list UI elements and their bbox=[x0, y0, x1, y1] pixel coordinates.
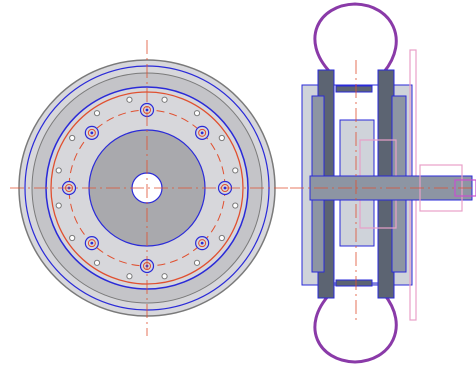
upper-tire-profile bbox=[313, 2, 398, 74]
inner-bolt-center bbox=[200, 131, 204, 135]
outer-bolt-hole bbox=[193, 259, 201, 266]
outer-bolt-hole bbox=[218, 134, 225, 142]
inner-bolt bbox=[195, 125, 210, 140]
outer-bolt-hole bbox=[126, 273, 133, 280]
inner-bolt-center bbox=[200, 241, 204, 245]
outer-bolt-hole bbox=[69, 134, 76, 142]
outer-bolt-hole bbox=[93, 259, 101, 266]
inner-bolt-red-ring bbox=[87, 239, 96, 248]
front-view-wheel bbox=[10, 40, 290, 336]
inner-bolt bbox=[195, 236, 210, 251]
lower-tire-profile bbox=[313, 292, 398, 364]
outer-bolt-hole bbox=[55, 167, 62, 174]
inner-bolt bbox=[84, 125, 99, 140]
inner-bolt-center bbox=[223, 186, 227, 190]
outer-bolt-hole bbox=[55, 202, 62, 209]
inner-bolt-red-ring bbox=[198, 128, 207, 137]
outer-bolt-hole bbox=[126, 96, 133, 103]
inner-bolt-red-ring bbox=[87, 128, 96, 137]
inner-bolt-center bbox=[90, 241, 94, 245]
outer-bolt-hole bbox=[193, 110, 201, 117]
inner-bolt bbox=[84, 236, 99, 251]
outer-bolt-hole bbox=[69, 234, 76, 242]
outer-bolt-hole bbox=[218, 234, 225, 242]
bearing-upper-left bbox=[335, 85, 373, 93]
inner-bolt-center bbox=[90, 131, 94, 135]
inner-bolt-red-ring bbox=[198, 239, 207, 248]
inner-bolt-center bbox=[145, 108, 149, 112]
outer-bolt-hole bbox=[232, 167, 239, 174]
outer-bolt-hole bbox=[232, 202, 239, 209]
bearing-lower-left bbox=[335, 279, 373, 287]
outer-bolt-hole bbox=[161, 96, 168, 103]
section-view-wheel bbox=[290, 2, 476, 364]
inner-bolt bbox=[139, 102, 155, 118]
outer-bolt-ring bbox=[55, 96, 239, 280]
outer-bolt-hole bbox=[93, 110, 101, 117]
axle-shaft-tip bbox=[454, 179, 476, 197]
outer-bolt-hole bbox=[161, 273, 168, 280]
